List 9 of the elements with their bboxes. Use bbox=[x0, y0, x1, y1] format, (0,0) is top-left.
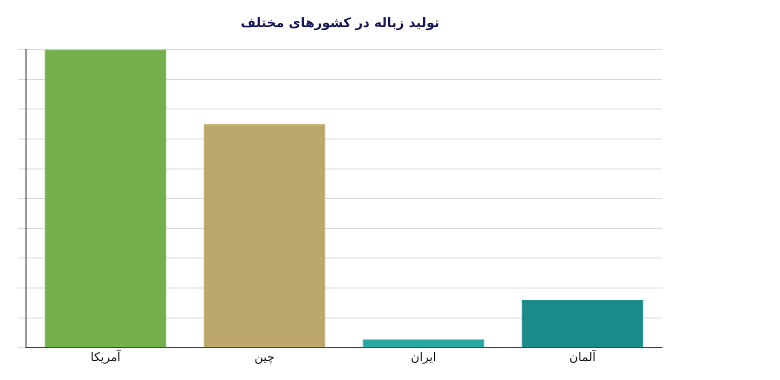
chart-title: تولید زباله در کشورهای مختلف bbox=[240, 16, 440, 32]
x-tick-label: آلمان bbox=[569, 348, 596, 364]
bar bbox=[522, 300, 644, 348]
bar bbox=[362, 340, 484, 348]
x-tick-label: آمریکا bbox=[90, 348, 122, 364]
x-tick-label: چین bbox=[254, 350, 275, 364]
x-tick-label: ایران bbox=[410, 350, 436, 364]
bar bbox=[204, 124, 326, 348]
bar bbox=[44, 50, 166, 348]
